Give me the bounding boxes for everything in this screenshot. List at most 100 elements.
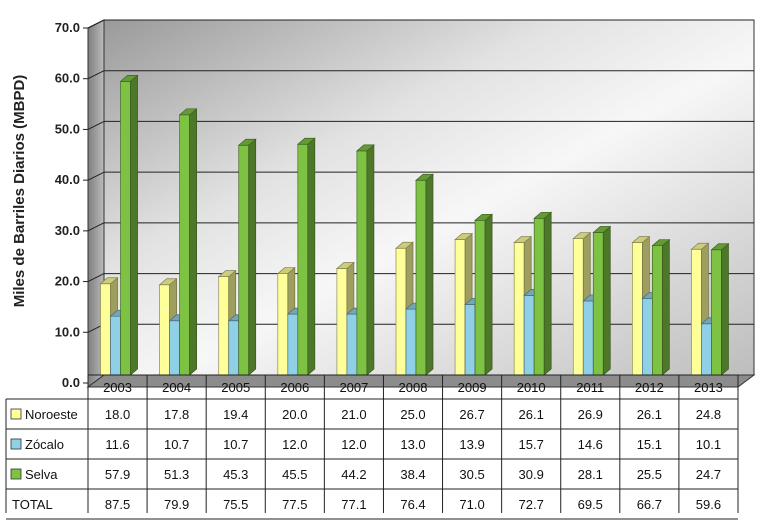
data-label: 20.0 [282, 407, 307, 422]
data-label: 77.1 [341, 497, 366, 512]
bar-top [454, 233, 474, 240]
y-tick-label: 40.0 [55, 172, 80, 187]
legend-swatch [10, 408, 22, 420]
bar [474, 219, 486, 376]
bar [513, 242, 525, 376]
bar-top [395, 241, 414, 249]
legend-label: Selva [25, 467, 58, 482]
data-label: 26.9 [578, 407, 603, 422]
data-label: 45.5 [282, 467, 307, 482]
data-label: 21.0 [341, 407, 366, 422]
bar [218, 276, 230, 376]
bar-top [276, 267, 296, 274]
bar [642, 298, 653, 376]
bar-side [721, 242, 729, 376]
legend-swatch [10, 438, 22, 450]
bar [454, 239, 466, 376]
bar-side [189, 108, 197, 376]
bar [632, 242, 643, 376]
bar-top [237, 138, 257, 146]
bar-top [710, 243, 730, 251]
bar [405, 308, 417, 376]
data-label: 25.5 [637, 467, 662, 482]
bar-top [178, 108, 198, 116]
data-label: 18.0 [105, 407, 130, 422]
bar-top [572, 232, 592, 239]
y-tick-label: 20.0 [55, 274, 80, 289]
y-tick-label: 10.0 [55, 324, 80, 339]
x-tick-label: 2009 [458, 380, 487, 395]
x-tick-label: 2005 [221, 380, 250, 395]
bar-side [425, 173, 434, 376]
gridline-side [87, 273, 105, 283]
data-label: 11.6 [105, 437, 129, 452]
bar [100, 283, 111, 376]
gridline-side [87, 19, 105, 29]
bar-side [307, 137, 316, 376]
data-label: 57.9 [105, 467, 130, 482]
bar [701, 323, 712, 376]
y-tick-label: 0.0 [62, 375, 80, 390]
bar-top [513, 236, 533, 243]
bar-top [119, 75, 139, 82]
bar [691, 248, 702, 376]
bar [464, 304, 476, 376]
bar [297, 143, 309, 376]
bar-side [130, 74, 138, 376]
data-label: 17.8 [164, 407, 189, 422]
bar [415, 179, 427, 376]
data-label: 79.9 [164, 497, 189, 512]
data-label: 12.0 [341, 437, 366, 452]
x-tick-label: 2003 [103, 380, 132, 395]
gridline-side [87, 222, 105, 232]
bar-top [631, 236, 651, 243]
y-tick-label: 50.0 [55, 121, 80, 136]
bar-top [217, 270, 237, 277]
bar [592, 232, 604, 376]
data-label: 25.0 [400, 407, 425, 422]
bar [179, 114, 190, 376]
data-label: 26.7 [459, 407, 484, 422]
bar [395, 247, 407, 376]
gridline-side [87, 171, 105, 181]
data-label: 19.4 [223, 407, 248, 422]
x-tick-label: 2006 [280, 380, 309, 395]
bar-side [602, 225, 611, 376]
bar-top [355, 144, 375, 152]
data-label: 26.1 [519, 407, 544, 422]
bar-top [296, 137, 316, 145]
bar-top [533, 211, 553, 219]
data-label: 13.9 [459, 437, 484, 452]
gridline-side [87, 120, 105, 130]
y-tick-label: 30.0 [55, 223, 80, 238]
x-tick-label: 2011 [576, 380, 604, 395]
bar [652, 245, 663, 376]
bar-top [335, 262, 355, 269]
data-label: 69.5 [578, 497, 603, 512]
data-table: 2003 2004 2005 2006 2007 2008 2009 2010 2011 2012… [5, 374, 739, 520]
data-label: 13.0 [400, 437, 425, 452]
bar [572, 238, 584, 376]
data-label: 24.7 [696, 467, 721, 482]
bar-top [158, 278, 178, 286]
bar [287, 313, 299, 376]
y-tick-label: 60.0 [55, 71, 80, 86]
x-tick-label: 2012 [635, 380, 664, 395]
data-label: 87.5 [105, 497, 130, 512]
bar-top [592, 226, 612, 233]
data-label: 45.3 [223, 467, 248, 482]
bars [99, 74, 730, 376]
data-label: 10.1 [696, 437, 721, 452]
data-label: 15.1 [637, 437, 662, 452]
x-tick-label: 2008 [399, 380, 428, 395]
bar [356, 150, 368, 376]
gridline-side [87, 70, 105, 80]
data-label: 15.7 [519, 437, 544, 452]
data-label: 44.2 [341, 467, 366, 482]
bar [582, 300, 594, 376]
data-label: 26.1 [637, 407, 662, 422]
bar-side [543, 211, 552, 376]
data-label: 24.8 [696, 407, 721, 422]
bar [159, 284, 170, 376]
